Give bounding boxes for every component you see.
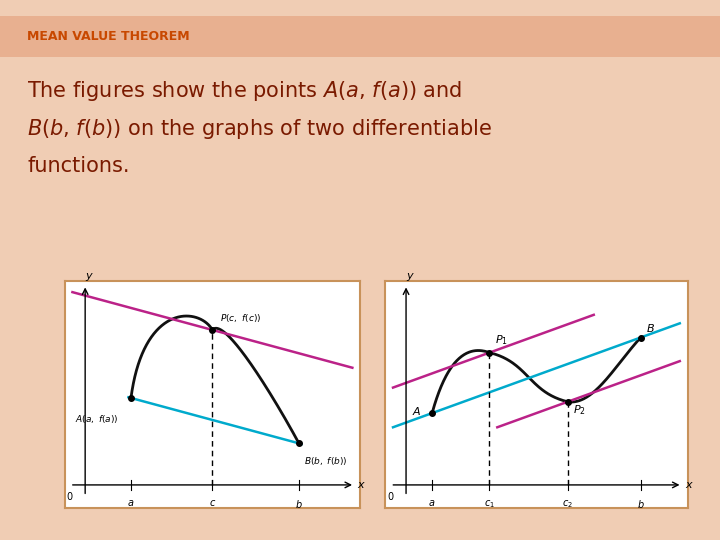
Text: $A$: $A$ (413, 405, 422, 417)
Text: MEAN VALUE THEOREM: MEAN VALUE THEOREM (27, 30, 190, 43)
Text: $0$: $0$ (66, 490, 73, 502)
Text: $b$: $b$ (295, 498, 303, 510)
Text: $x$: $x$ (357, 480, 366, 490)
Text: $A(a,\ f(a))$: $A(a,\ f(a))$ (75, 413, 118, 425)
Text: $x$: $x$ (685, 480, 694, 490)
Text: $y$: $y$ (406, 271, 415, 283)
Text: The figures show the points $A$($a$, $f$($a$)) and: The figures show the points $A$($a$, $f$… (27, 79, 463, 103)
Text: $B(b,\ f(b))$: $B(b,\ f(b))$ (304, 455, 348, 467)
Text: $P_1$: $P_1$ (495, 333, 508, 347)
Text: $0$: $0$ (387, 490, 394, 502)
Text: $c_2$: $c_2$ (562, 498, 573, 510)
Text: $P(c,\ f(c))$: $P(c,\ f(c))$ (220, 312, 261, 324)
Text: $y$: $y$ (85, 271, 94, 283)
Text: $P_2$: $P_2$ (573, 404, 586, 417)
Text: $a$: $a$ (428, 498, 436, 508)
Text: $c$: $c$ (209, 498, 216, 508)
Text: $a$: $a$ (127, 498, 135, 508)
Text: functions.: functions. (27, 156, 130, 177)
Text: $B$($b$, $f$($b$)) on the graphs of two differentiable: $B$($b$, $f$($b$)) on the graphs of two … (27, 117, 492, 140)
Text: $B$: $B$ (646, 322, 655, 334)
Text: $c_1$: $c_1$ (484, 498, 495, 510)
Text: $b$: $b$ (636, 498, 644, 510)
Bar (0, 16, 720, 57)
